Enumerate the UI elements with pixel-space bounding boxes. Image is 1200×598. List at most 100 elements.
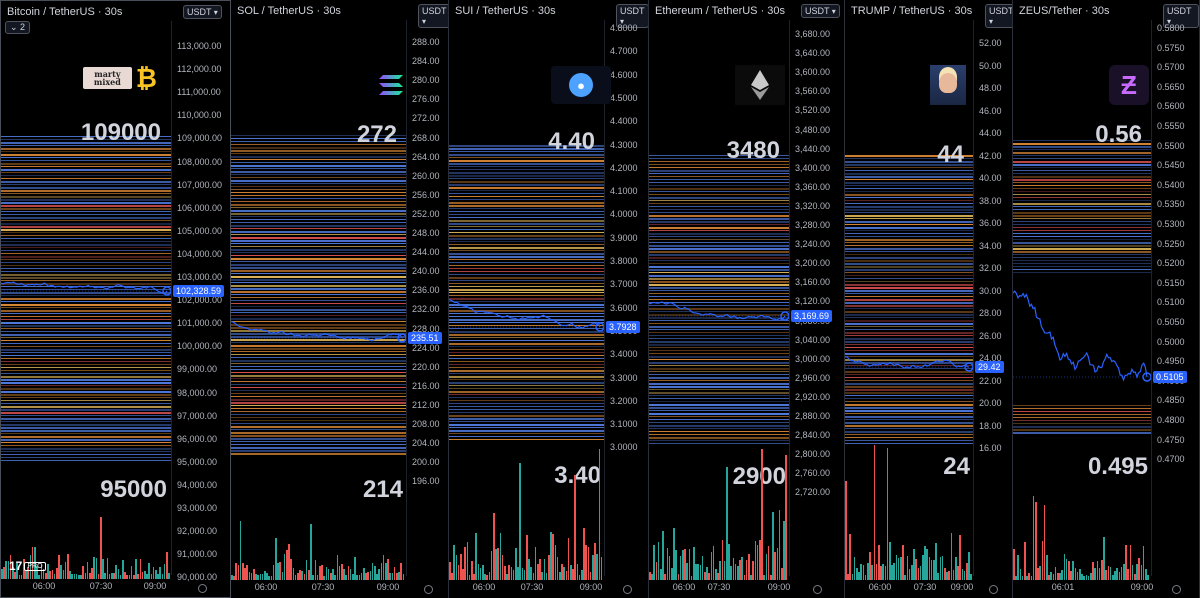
heat-line [649, 341, 789, 343]
time-axis[interactable]: 06:00 07:30 09:00 [1, 581, 171, 593]
price-axis-tick: 91,000.00 [177, 549, 218, 560]
heat-line [1, 412, 171, 414]
gear-icon[interactable] [1171, 585, 1181, 594]
price-axis[interactable] [973, 20, 1012, 576]
volume-bar [89, 572, 91, 579]
symbol-title[interactable]: ZEUS/Tether · 30s [1019, 5, 1110, 17]
currency-dropdown[interactable]: USDT [183, 5, 222, 19]
series-collapse-button[interactable]: ⌄ 2 [5, 21, 31, 34]
volume-bar [1092, 562, 1094, 580]
price-axis-tick: 90,000.00 [177, 572, 218, 583]
volume-bar [294, 574, 297, 580]
currency-dropdown[interactable]: USDT [1163, 4, 1199, 28]
volume-bar [1103, 536, 1105, 580]
volume-bar [721, 539, 724, 580]
heat-line [845, 347, 973, 348]
price-axis-tick: 3,560.00 [795, 86, 831, 97]
gear-icon[interactable] [197, 584, 207, 593]
price-axis[interactable] [789, 20, 844, 576]
volume-bar [16, 563, 18, 579]
heat-line [1, 160, 171, 161]
price-axis-tick: 48.00 [979, 83, 1002, 93]
volume-bar [906, 555, 909, 580]
heat-line [1, 256, 171, 258]
heat-line [649, 242, 789, 243]
volume-bar [895, 554, 898, 580]
heat-line [1, 289, 171, 290]
heat-line [449, 157, 604, 158]
heat-line [845, 209, 973, 211]
currency-dropdown[interactable]: USDT [801, 4, 840, 18]
price-axis-tick: 0.5750 [1157, 42, 1185, 53]
volume-bar [1050, 571, 1052, 580]
heat-line [231, 336, 406, 338]
price-axis-tick: 3,680.00 [795, 29, 831, 39]
time-axis[interactable]: 06:00 07:30 09:00 [649, 582, 791, 594]
volume-bar [1032, 496, 1035, 580]
heat-line [649, 299, 789, 300]
volume-bar [1026, 575, 1028, 580]
volume-bar [946, 572, 948, 580]
currency-dropdown[interactable]: USDT [985, 4, 1012, 28]
heat-line [1, 202, 171, 204]
heat-line [1, 415, 171, 416]
heat-line [845, 407, 973, 409]
price-axis-tick: 0.5450 [1157, 160, 1185, 171]
volume-bar [688, 549, 691, 580]
volume-bar [847, 574, 849, 580]
volume-bar [1068, 560, 1070, 580]
time-axis[interactable]: 06:00 07:30 09:00 [231, 582, 406, 594]
gear-icon[interactable] [423, 585, 433, 594]
gear-icon[interactable] [989, 585, 998, 594]
currency-dropdown[interactable]: USDT [616, 4, 648, 28]
volume-bar [651, 574, 653, 580]
currency-dropdown[interactable]: USDT [418, 4, 448, 28]
chart-panel-eth[interactable]: Ethereum / TetherUS · 30s USDT 3480 2900 3,6… [649, 0, 845, 598]
heat-line [231, 228, 406, 229]
volume-bar [699, 564, 702, 580]
chart-panel-trump[interactable]: TRUMP / TetherUS · 30s USDT 44 24 52.00 50.00… [845, 0, 1013, 598]
symbol-title[interactable]: TRUMP / TetherUS · 30s [851, 5, 973, 17]
gear-icon[interactable] [813, 585, 822, 594]
symbol-title[interactable]: SUI / TetherUS · 30s [455, 5, 556, 17]
tradingview-logo[interactable]: 17 PRO [9, 559, 46, 573]
volume-bar [1085, 574, 1088, 580]
chart-panel-sui[interactable]: SUI / TetherUS · 30s USDT 4.40 3.40 4.8000 4.… [449, 0, 649, 598]
heat-line [449, 313, 604, 314]
volume-bar [356, 574, 358, 580]
volume-bar [550, 531, 552, 580]
chart-panel-zeus[interactable]: ZEUS/Tether · 30s USDT 0.56 0.495 0.5800 0.57… [1013, 0, 1200, 598]
time-axis[interactable]: 06:00 07:30 09:00 [845, 582, 974, 594]
heat-line [649, 437, 789, 439]
heat-line [1013, 143, 1151, 145]
heat-line [649, 302, 789, 303]
symbol-title[interactable]: SOL / TetherUS · 30s [237, 5, 341, 17]
price-axis[interactable] [406, 20, 448, 576]
heat-line [1013, 423, 1151, 424]
chart-panel-sol[interactable]: SOL / TetherUS · 30s USDT 272 214 288.00 284.… [231, 0, 449, 598]
volume-bar [567, 538, 570, 580]
price-axis[interactable] [604, 20, 648, 576]
volume-bar [261, 573, 264, 580]
chart-panel-btc[interactable]: Bitcoin / TetherUS · 30s USDT ⌄ 2 109000 950… [0, 0, 231, 598]
price-axis[interactable] [171, 21, 230, 575]
time-axis[interactable]: 06:00 07:30 09:00 [449, 582, 604, 594]
heat-line [649, 176, 789, 177]
last-price-tag: 0.5105 [1153, 371, 1187, 383]
symbol-title[interactable]: Ethereum / TetherUS · 30s [655, 5, 786, 17]
price-axis[interactable] [1151, 20, 1199, 576]
volume-bar [1138, 557, 1140, 580]
heat-line [231, 315, 406, 316]
volume-bar [1127, 568, 1129, 580]
volume-bar [528, 558, 530, 580]
volume-bar [102, 558, 104, 579]
gear-icon[interactable] [622, 585, 632, 594]
volume-bar [1046, 554, 1048, 580]
heat-line [845, 191, 973, 192]
heat-line [1, 298, 171, 300]
price-axis-tick: 3,040.00 [795, 334, 831, 345]
symbol-title[interactable]: Bitcoin / TetherUS · 30s [7, 6, 123, 18]
heat-line [845, 230, 973, 231]
time-axis[interactable]: 06:01 09:00 [1013, 582, 1154, 594]
heat-line [649, 338, 789, 339]
